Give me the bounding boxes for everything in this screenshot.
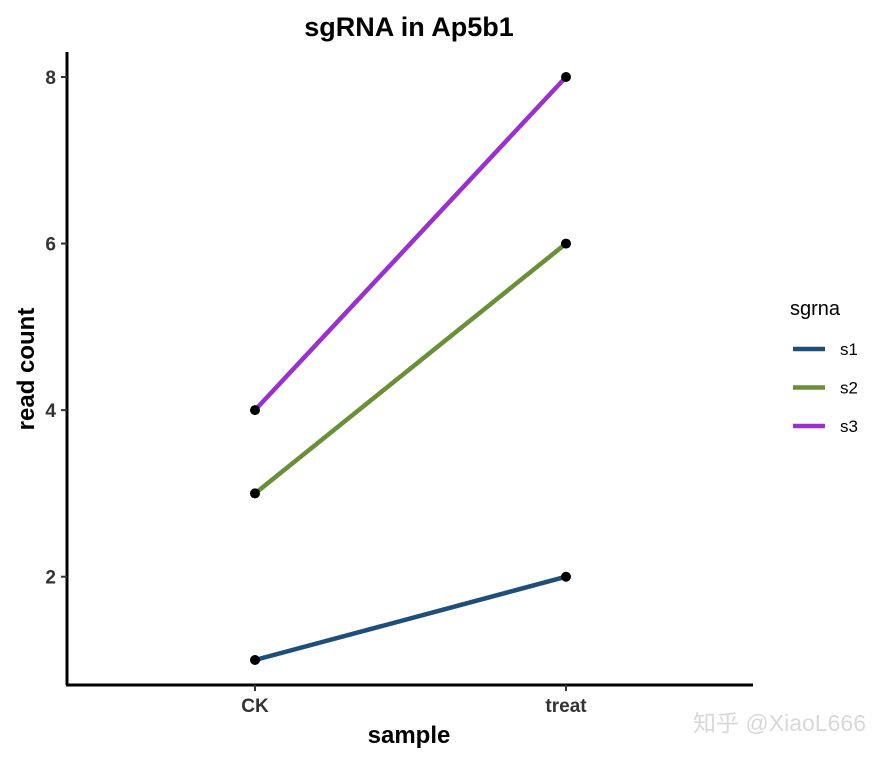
y-tick-label: 4 xyxy=(45,401,56,422)
data-point-s2 xyxy=(250,488,260,499)
legend-title: sgrna xyxy=(790,298,841,320)
legend-items: s1 s2 s3 xyxy=(793,340,858,436)
x-axis-ticks: CK treat xyxy=(241,685,587,717)
data-point-s3 xyxy=(250,405,260,416)
data-point-s1 xyxy=(561,571,571,582)
series-line-s2 xyxy=(252,241,569,496)
chart-title: sgRNA in Ap5b1 xyxy=(304,12,514,42)
data-point-s1 xyxy=(250,655,260,666)
x-tick-label: CK xyxy=(241,696,269,717)
y-axis-title: read count xyxy=(13,308,40,431)
legend-label-s3: s3 xyxy=(840,417,858,436)
legend: sgrna s1 s2 s3 xyxy=(790,298,858,436)
y-tick-label: 6 xyxy=(45,235,56,256)
series-line-s3 xyxy=(252,74,569,413)
y-axis-ticks: 2 4 6 8 xyxy=(45,68,67,589)
y-tick-label: 2 xyxy=(45,568,56,589)
series-lines xyxy=(252,74,569,663)
series-points xyxy=(250,71,571,666)
data-point-s3 xyxy=(561,71,571,82)
data-point-s2 xyxy=(561,238,571,249)
legend-label-s1: s1 xyxy=(840,340,858,359)
legend-label-s2: s2 xyxy=(840,379,858,398)
x-tick-label: treat xyxy=(545,696,587,717)
series-line-s1 xyxy=(252,574,569,663)
watermark: 知乎 @XiaoL666 xyxy=(693,710,866,736)
y-tick-label: 8 xyxy=(45,68,56,89)
x-axis-title: sample xyxy=(368,722,451,749)
